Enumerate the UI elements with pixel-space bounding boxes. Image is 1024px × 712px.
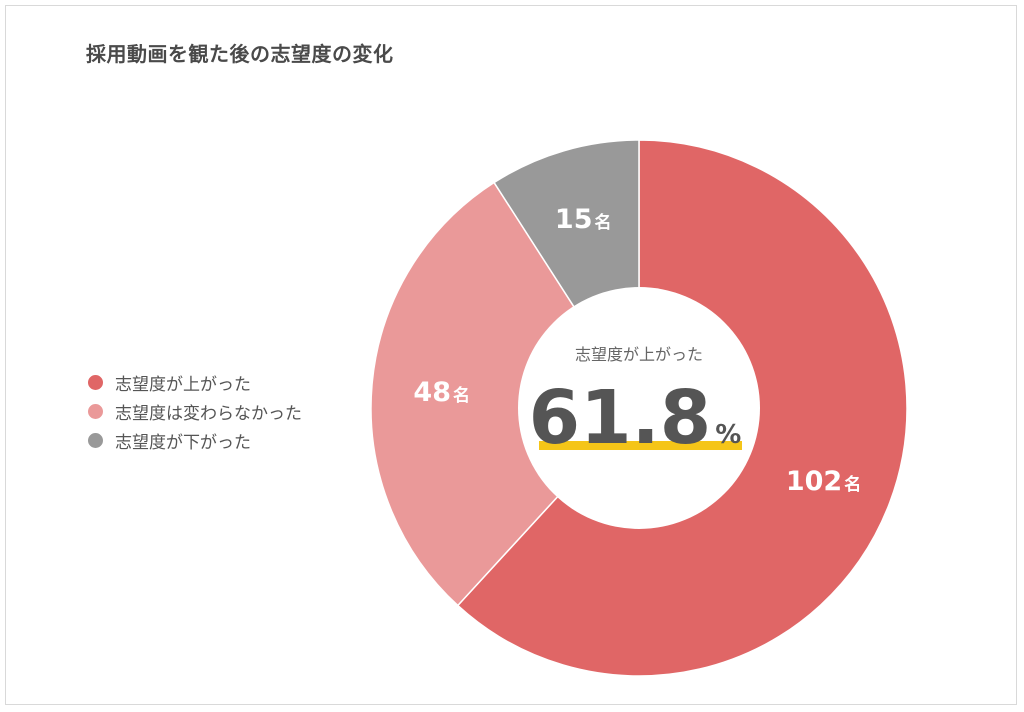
chart-title: 採用動画を観た後の志望度の変化 <box>86 42 394 66</box>
center-unit: % <box>715 420 741 450</box>
legend-item-same: 志望度は変わらなかった <box>88 397 302 426</box>
center-caption: 志望度が上がった <box>575 345 703 364</box>
slice-label-down: 15 名 <box>555 204 612 235</box>
donut-slice-labels: 102 名 48 名 15 名 <box>413 204 861 497</box>
center-value-group: 61.8% <box>529 375 742 461</box>
legend-label-up: 志望度が上がった <box>115 375 251 395</box>
legend-item-up: 志望度が上がった <box>88 368 302 397</box>
legend-label-down: 志望度が下がった <box>115 433 251 453</box>
legend-swatch-up <box>88 375 103 390</box>
legend-item-down: 志望度が下がった <box>88 426 302 455</box>
center-value: 61.8 <box>529 375 712 461</box>
slice-label-same: 48 名 <box>413 377 470 408</box>
legend-label-same: 志望度は変わらなかった <box>115 404 302 424</box>
slice-label-up: 102 名 <box>786 466 861 497</box>
donut-hole <box>518 287 760 529</box>
center-highlight-bar <box>539 441 742 450</box>
donut-slice-same <box>370 181 640 607</box>
legend: 志望度が上がった 志望度は変わらなかった 志望度が下がった <box>88 368 302 455</box>
legend-swatch-same <box>88 404 103 419</box>
legend-swatch-down <box>88 433 103 448</box>
